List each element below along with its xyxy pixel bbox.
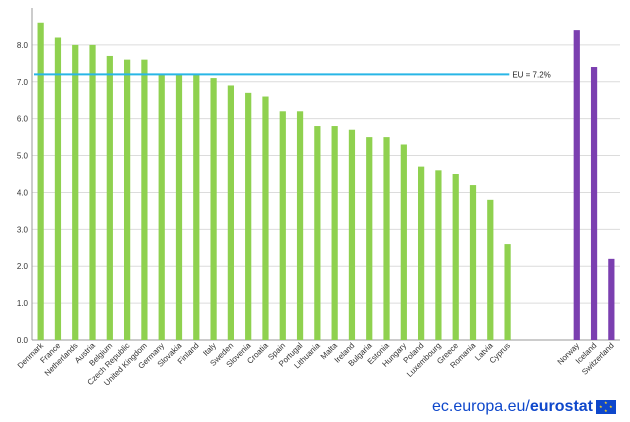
bar bbox=[608, 258, 615, 340]
y-tick-label: 7.0 bbox=[17, 78, 29, 87]
bar bbox=[106, 55, 113, 340]
y-tick-label: 6.0 bbox=[17, 115, 29, 124]
footer-site: ec.europa.eu/ bbox=[432, 398, 530, 415]
bar bbox=[227, 85, 234, 340]
bar bbox=[37, 22, 44, 341]
bar bbox=[124, 59, 131, 341]
bar bbox=[262, 96, 269, 341]
bar bbox=[366, 137, 373, 340]
bar bbox=[296, 111, 304, 341]
bar bbox=[245, 92, 252, 340]
bar bbox=[72, 44, 79, 341]
bar bbox=[348, 129, 356, 340]
eurostat-footer: ec.europa.eu/ eurostat ★ ★ ★ ★ bbox=[432, 398, 616, 416]
bar bbox=[141, 59, 148, 341]
bar bbox=[590, 67, 598, 341]
bar bbox=[418, 166, 425, 340]
bar bbox=[435, 170, 442, 340]
y-tick-label: 2.0 bbox=[17, 262, 29, 271]
bar bbox=[210, 78, 217, 340]
y-tick-label: 0.0 bbox=[17, 336, 29, 345]
y-tick-label: 4.0 bbox=[17, 188, 29, 197]
bar bbox=[469, 185, 477, 340]
bar bbox=[158, 74, 165, 341]
bar bbox=[400, 144, 407, 340]
bar bbox=[314, 126, 321, 341]
bar bbox=[452, 174, 459, 340]
y-tick-label: 3.0 bbox=[17, 225, 29, 234]
y-tick-label: 8.0 bbox=[17, 41, 29, 50]
y-tick-label: 5.0 bbox=[17, 152, 29, 161]
bar bbox=[279, 111, 286, 341]
bar bbox=[54, 37, 62, 341]
eu-flag-icon: ★ ★ ★ ★ bbox=[596, 400, 616, 414]
bar bbox=[89, 44, 96, 341]
bar bbox=[175, 74, 183, 341]
bar bbox=[504, 244, 511, 340]
footer-brand: eurostat bbox=[529, 398, 593, 415]
y-tick-label: 1.0 bbox=[17, 299, 29, 308]
bar bbox=[331, 126, 338, 341]
bar bbox=[573, 30, 580, 341]
bar bbox=[383, 137, 390, 340]
bar bbox=[487, 199, 494, 340]
eu-reference-label: EU = 7.2% bbox=[512, 70, 550, 79]
bar bbox=[193, 74, 200, 341]
